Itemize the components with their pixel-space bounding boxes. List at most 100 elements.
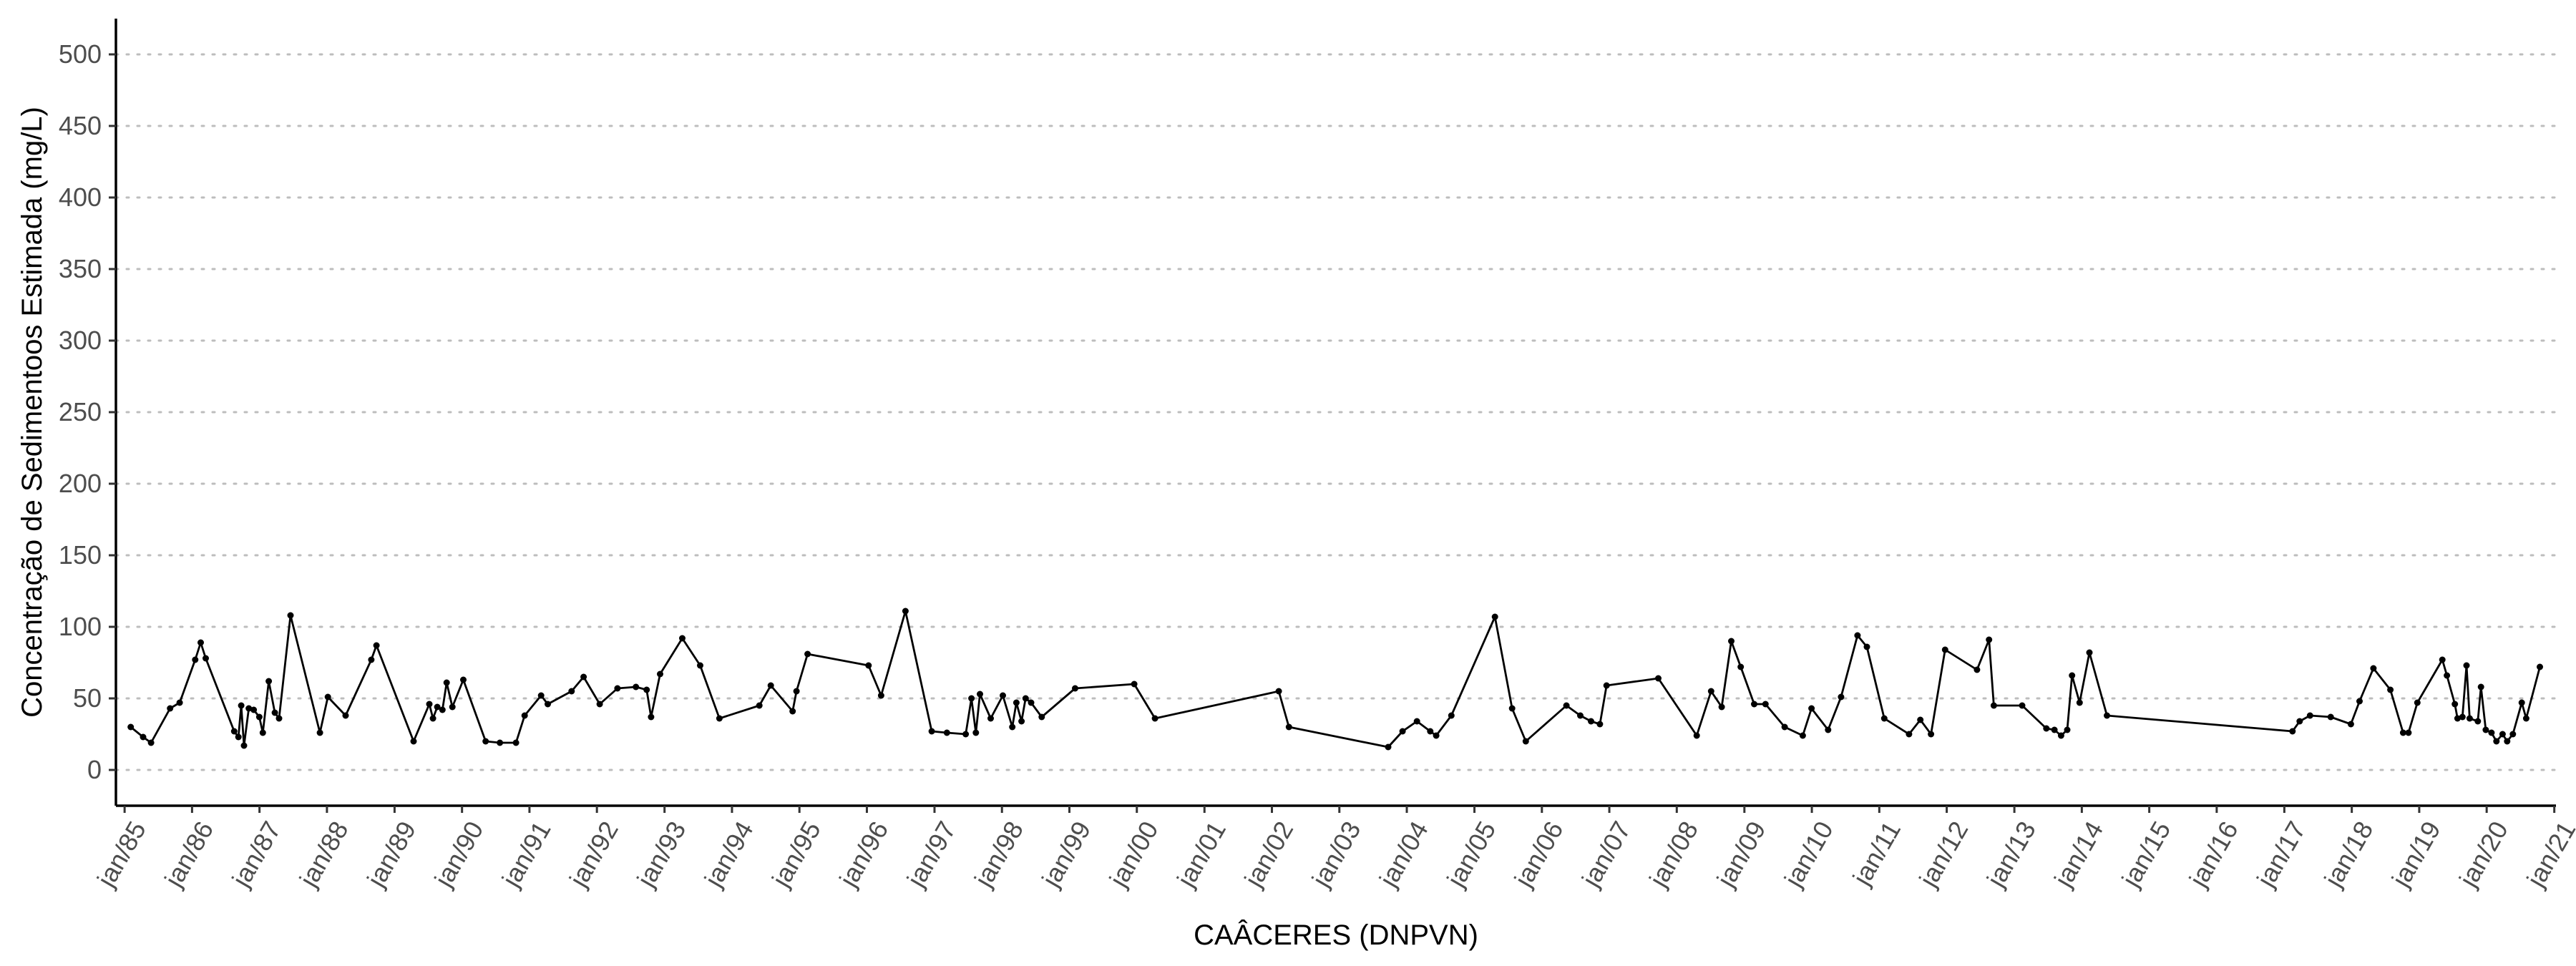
- data-point: [1131, 680, 1138, 688]
- data-point: [2051, 726, 2058, 733]
- data-point: [2405, 729, 2412, 736]
- data-point: [1863, 643, 1870, 650]
- data-point: [316, 729, 323, 736]
- x-tick-label: jan/86: [158, 816, 219, 892]
- data-point: [176, 699, 183, 706]
- x-tick-label: jan/88: [293, 816, 354, 892]
- gridlines: [114, 53, 2557, 771]
- data-point: [1928, 731, 1935, 738]
- data-point: [2370, 665, 2377, 672]
- data-point: [410, 738, 417, 745]
- series-points: [127, 608, 2543, 751]
- data-point: [767, 682, 774, 689]
- data-point: [235, 733, 242, 741]
- data-point: [1596, 721, 1604, 728]
- y-tick-label: 200: [59, 469, 102, 498]
- data-point: [1009, 723, 1016, 731]
- data-point: [2509, 731, 2517, 738]
- data-point: [2104, 712, 2110, 719]
- data-point: [1028, 699, 1035, 706]
- y-tick-label: 400: [59, 182, 102, 212]
- data-point: [342, 712, 349, 719]
- x-tick-label: jan/96: [833, 816, 894, 892]
- data-point: [147, 739, 155, 746]
- data-point: [1433, 732, 1440, 739]
- data-point: [633, 683, 640, 691]
- data-point: [2463, 662, 2470, 669]
- data-point: [977, 691, 983, 698]
- data-point: [240, 742, 248, 749]
- data-point: [1285, 723, 1292, 731]
- data-point: [1275, 688, 1282, 695]
- data-point: [614, 685, 621, 692]
- data-point: [1728, 638, 1735, 645]
- x-tick-label: jan/10: [1778, 816, 1839, 892]
- x-tick-label: jan/06: [1508, 816, 1569, 892]
- data-point: [2504, 738, 2511, 745]
- x-axis-title: CAÂCERES (DNPVN): [1194, 919, 1478, 951]
- data-point: [793, 688, 800, 695]
- data-point: [482, 738, 489, 745]
- data-point: [2306, 712, 2313, 719]
- x-tick-label: jan/05: [1440, 816, 1501, 892]
- x-tick-label: jan/97: [901, 816, 962, 892]
- x-tick-label: jan/93: [630, 816, 691, 892]
- data-point: [716, 715, 723, 722]
- data-point: [2019, 702, 2026, 709]
- data-point: [426, 701, 433, 708]
- data-point: [2356, 698, 2363, 705]
- data-point: [1751, 701, 1757, 708]
- data-point: [877, 692, 884, 699]
- data-point: [324, 693, 331, 701]
- x-tick-label: jan/07: [1576, 816, 1636, 892]
- x-tick-label: jan/15: [2115, 816, 2176, 892]
- data-point: [1986, 636, 1993, 643]
- data-point: [1491, 613, 1498, 620]
- data-point: [1974, 666, 1981, 673]
- data-point: [2387, 686, 2394, 693]
- data-point: [2466, 715, 2473, 722]
- x-tick-label: jan/85: [91, 816, 152, 892]
- data-point: [2537, 663, 2543, 670]
- data-point: [2327, 713, 2334, 721]
- x-tick-label: jan/89: [361, 816, 421, 892]
- data-point: [373, 642, 380, 649]
- data-point: [789, 708, 796, 715]
- data-point: [928, 728, 935, 735]
- data-point: [2454, 715, 2461, 722]
- data-point: [756, 702, 763, 709]
- y-tick-label: 0: [87, 755, 102, 784]
- data-point: [1781, 723, 1788, 731]
- data-point: [512, 739, 519, 746]
- data-point: [1427, 728, 1434, 735]
- data-point: [1825, 726, 1832, 733]
- x-tick-label: jan/03: [1306, 816, 1367, 892]
- data-point: [140, 733, 147, 741]
- data-point: [449, 703, 456, 711]
- data-point: [1151, 715, 1158, 722]
- data-point: [2347, 721, 2354, 728]
- data-point: [238, 702, 245, 709]
- x-tick-label: jan/98: [968, 816, 1029, 892]
- data-point: [1762, 701, 1769, 708]
- x-tick-label: jan/92: [563, 816, 624, 892]
- data-point: [1880, 715, 1888, 722]
- data-point: [255, 713, 263, 721]
- data-point: [429, 715, 436, 722]
- data-point: [1838, 693, 1845, 701]
- data-point: [1508, 705, 1516, 712]
- data-point: [2399, 729, 2406, 736]
- data-point: [265, 678, 273, 685]
- data-point: [1013, 699, 1020, 706]
- data-point: [962, 731, 970, 738]
- y-tick-label: 450: [59, 111, 102, 140]
- series-sediment-concentration: [130, 610, 2541, 748]
- data-point: [1522, 738, 1529, 745]
- data-point: [2076, 699, 2083, 706]
- x-tick-label: jan/08: [1643, 816, 1704, 892]
- data-point: [275, 715, 283, 722]
- data-point: [2064, 726, 2071, 733]
- data-point: [537, 692, 545, 699]
- data-point: [271, 709, 278, 716]
- data-point: [968, 695, 975, 702]
